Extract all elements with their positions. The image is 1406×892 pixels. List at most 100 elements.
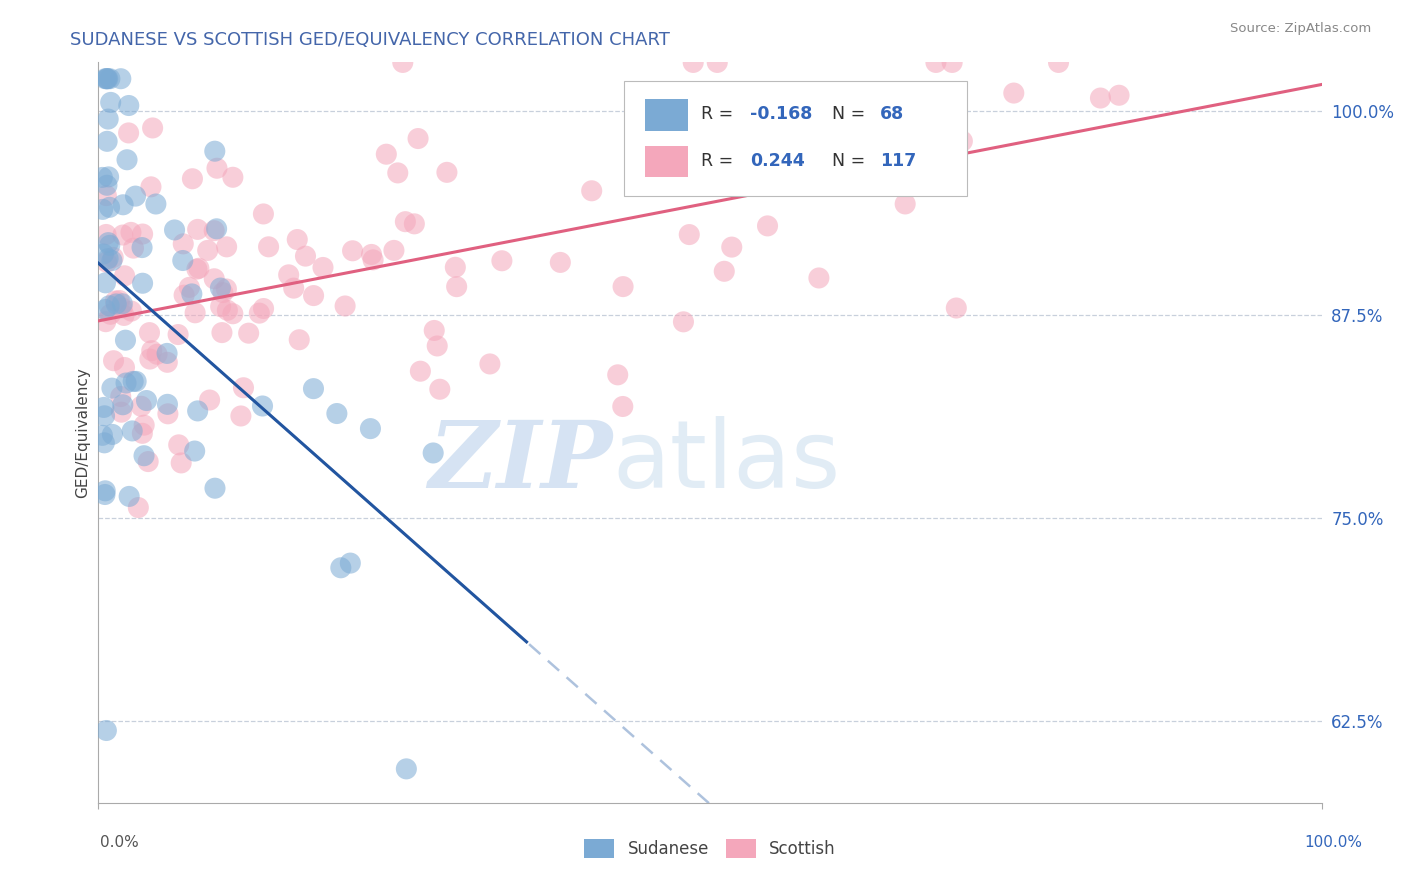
- Point: [96, 134, 118, 148]
- Point: [96, 71, 118, 86]
- Point: [105, 297, 128, 311]
- Point: [222, 170, 245, 185]
- Point: [132, 449, 155, 463]
- Point: [97, 252, 120, 266]
- Point: [678, 227, 700, 242]
- Point: [96, 255, 118, 269]
- Point: [294, 249, 316, 263]
- Text: ZIP: ZIP: [427, 417, 612, 508]
- Y-axis label: GED/Equivalency: GED/Equivalency: [75, 368, 90, 498]
- Point: [197, 244, 219, 258]
- Point: [115, 376, 138, 390]
- Point: [110, 405, 132, 419]
- Point: [139, 352, 162, 367]
- Point: [925, 55, 948, 70]
- Point: [94, 302, 117, 317]
- Point: [139, 179, 162, 194]
- Text: 117: 117: [880, 152, 917, 169]
- Point: [211, 326, 233, 340]
- Point: [104, 293, 127, 308]
- Text: atlas: atlas: [612, 417, 841, 508]
- Point: [187, 404, 209, 418]
- Point: [120, 304, 142, 318]
- Point: [93, 247, 115, 261]
- Point: [409, 364, 432, 378]
- Point: [360, 247, 382, 261]
- Point: [247, 306, 270, 320]
- Point: [122, 375, 145, 389]
- Point: [894, 197, 917, 211]
- Point: [125, 375, 148, 389]
- Point: [406, 131, 429, 145]
- Point: [333, 299, 356, 313]
- Point: [229, 409, 252, 423]
- Point: [285, 233, 308, 247]
- Point: [950, 134, 973, 148]
- Point: [129, 399, 152, 413]
- Point: [257, 240, 280, 254]
- Point: [720, 240, 742, 254]
- Point: [756, 219, 779, 233]
- Point: [491, 253, 513, 268]
- Point: [1047, 55, 1070, 70]
- Point: [375, 147, 398, 161]
- Point: [96, 188, 118, 202]
- Point: [1002, 86, 1025, 100]
- Point: [941, 55, 963, 70]
- Point: [101, 381, 124, 395]
- FancyBboxPatch shape: [645, 146, 688, 178]
- Point: [145, 197, 167, 211]
- Text: Source: ZipAtlas.com: Source: ZipAtlas.com: [1230, 22, 1371, 36]
- Point: [205, 161, 228, 176]
- Point: [212, 285, 235, 300]
- Point: [391, 55, 413, 70]
- Point: [339, 556, 361, 570]
- Point: [91, 428, 114, 442]
- Point: [138, 326, 160, 340]
- Point: [198, 392, 221, 407]
- Point: [118, 490, 141, 504]
- Point: [112, 198, 135, 212]
- Point: [202, 224, 225, 238]
- Point: [98, 71, 121, 86]
- Point: [205, 222, 228, 236]
- Point: [387, 166, 409, 180]
- Point: [131, 426, 153, 441]
- Point: [156, 397, 179, 411]
- Point: [94, 483, 117, 498]
- Point: [326, 407, 349, 421]
- Point: [146, 347, 169, 361]
- Point: [184, 306, 207, 320]
- Point: [288, 333, 311, 347]
- Point: [94, 71, 117, 86]
- Point: [134, 418, 156, 433]
- Text: R =: R =: [702, 152, 740, 169]
- Point: [111, 227, 134, 242]
- Point: [238, 326, 260, 341]
- FancyBboxPatch shape: [624, 81, 967, 195]
- Text: SUDANESE VS SCOTTISH GED/EQUIVALENCY CORRELATION CHART: SUDANESE VS SCOTTISH GED/EQUIVALENCY COR…: [70, 31, 671, 49]
- Point: [329, 561, 352, 575]
- Point: [100, 307, 122, 321]
- Point: [612, 400, 634, 414]
- Point: [436, 165, 458, 179]
- Point: [302, 288, 325, 302]
- Point: [807, 271, 830, 285]
- Point: [342, 244, 364, 258]
- Point: [97, 112, 120, 126]
- Point: [312, 260, 335, 275]
- Point: [277, 268, 299, 282]
- Point: [156, 355, 179, 369]
- Point: [115, 153, 138, 167]
- Point: [252, 207, 274, 221]
- Point: [117, 126, 139, 140]
- Point: [98, 200, 121, 214]
- Point: [94, 487, 117, 501]
- Point: [141, 343, 163, 358]
- Text: 0.244: 0.244: [751, 152, 806, 169]
- Point: [97, 235, 120, 250]
- Point: [179, 280, 201, 294]
- Point: [172, 236, 194, 251]
- Point: [124, 189, 146, 203]
- Point: [120, 226, 142, 240]
